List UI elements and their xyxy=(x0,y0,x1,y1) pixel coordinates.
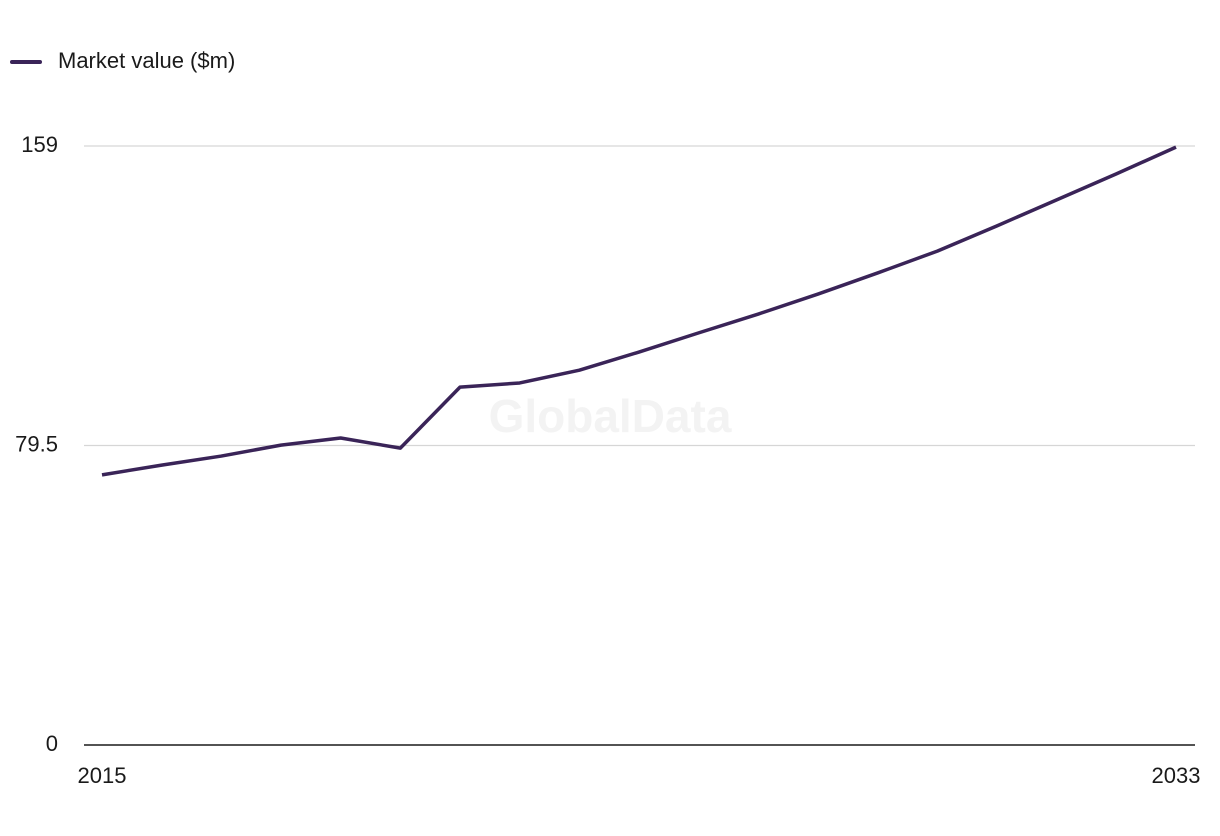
x-tick-label: 2033 xyxy=(1152,763,1201,788)
watermark: GlobalData xyxy=(489,390,732,442)
x-tick-label: 2015 xyxy=(78,763,127,788)
y-tick-label: 159 xyxy=(21,132,58,157)
y-tick-label: 79.5 xyxy=(15,431,58,456)
y-tick-label: 0 xyxy=(46,731,58,756)
legend-label: Market value ($m) xyxy=(58,48,235,73)
data-line xyxy=(101,145,1177,477)
